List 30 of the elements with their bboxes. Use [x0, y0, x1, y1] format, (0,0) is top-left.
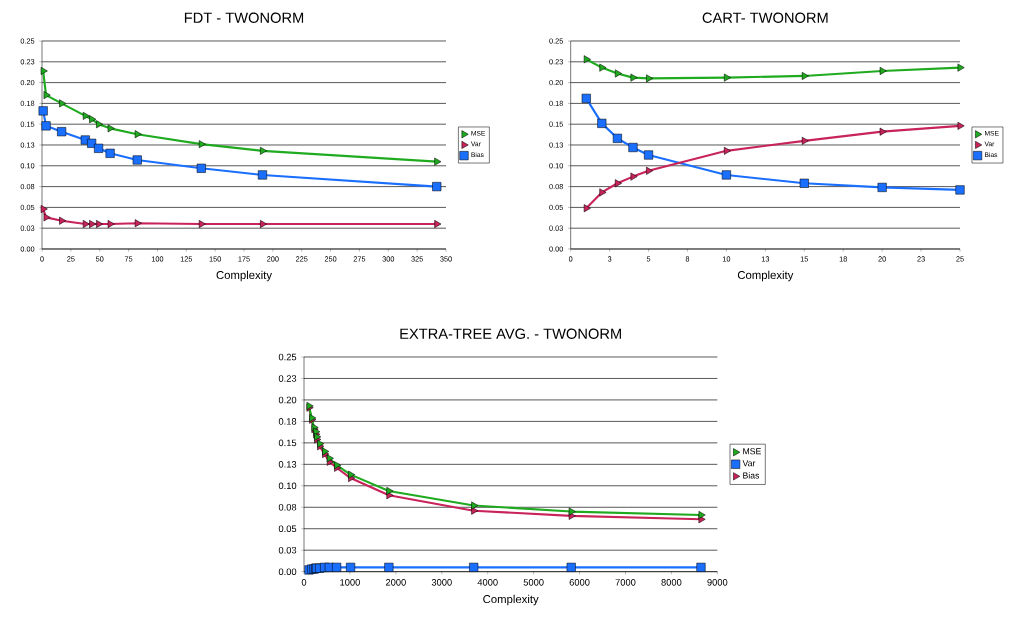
- legend-label: Bias: [743, 472, 760, 479]
- x-tick-label: 6000: [569, 579, 590, 586]
- y-tick-label: 0.00: [278, 568, 297, 575]
- y-tick-label: 0.05: [278, 525, 297, 533]
- x-tick-label: 2000: [385, 579, 406, 586]
- y-tick-label: 0.18: [278, 418, 297, 425]
- y-tick-label: 0.25: [278, 353, 297, 361]
- x-tick-label: 0: [301, 579, 307, 586]
- x-tick-label: 8000: [661, 579, 682, 586]
- x-axis-title: Complexity: [737, 270, 794, 282]
- x-tick-label: 5000: [523, 579, 544, 586]
- y-tick-label: 0.15: [278, 439, 297, 447]
- chart-title: CART- TWONORM: [702, 12, 828, 23]
- x-axis-title: Complexity: [483, 594, 539, 606]
- chart-title: EXTRA-TREE AVG. - TWONORM: [400, 328, 621, 339]
- y-tick-label: 0.20: [278, 396, 297, 404]
- legend-label: MSE: [743, 448, 761, 455]
- chart-title: FDT - TWONORM: [184, 12, 304, 23]
- x-tick-label: 1000: [340, 579, 360, 586]
- y-tick-label: 0.08: [278, 503, 297, 511]
- legend-label: Var: [742, 460, 756, 467]
- x-tick-label: 4000: [477, 579, 498, 586]
- x-tick-label: 3000: [431, 579, 452, 586]
- x-tick-label: 7000: [615, 579, 636, 586]
- x-axis-title: Complexity: [216, 270, 272, 282]
- y-tick-label: 0.03: [278, 546, 297, 554]
- x-tick-label: 9000: [707, 579, 728, 586]
- y-tick-label: 0.10: [278, 482, 297, 490]
- y-tick-label: 0.23: [278, 375, 297, 382]
- y-tick-label: 0.13: [278, 461, 297, 468]
